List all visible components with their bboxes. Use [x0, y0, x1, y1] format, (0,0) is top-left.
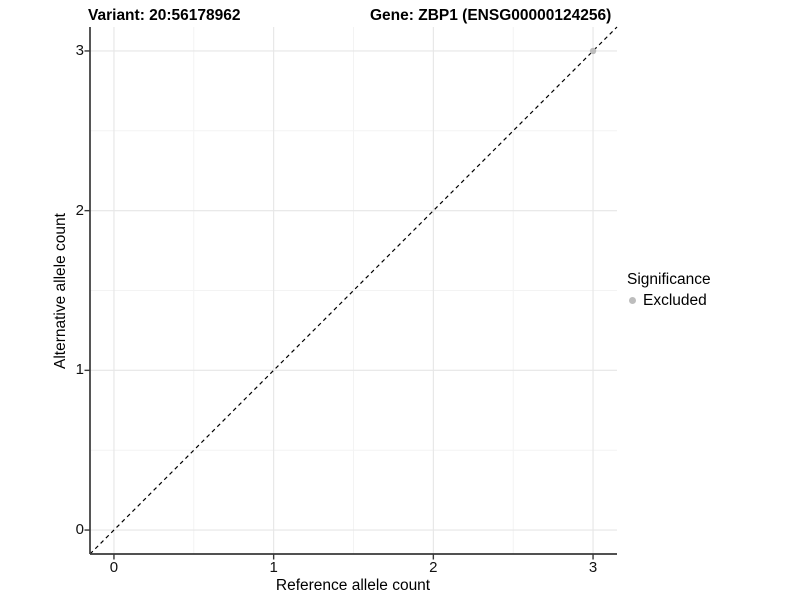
x-tick-label: 2	[429, 559, 438, 576]
x-tick-label: 0	[109, 559, 119, 576]
x-tick-label: 1	[269, 559, 278, 576]
y-tick-label: 3	[75, 41, 84, 59]
y-tick-label: 0	[75, 521, 84, 539]
legend-point-icon	[629, 297, 636, 304]
x-tick-label: 3	[588, 559, 598, 576]
legend-items: Excluded	[627, 291, 711, 310]
y-axis-title: Alternative allele count	[52, 213, 69, 369]
y-tick-label: 2	[75, 201, 84, 219]
plot-title-variant: Variant: 20:56178962	[88, 7, 241, 24]
plot-title-gene: Gene: ZBP1 (ENSG00000124256)	[370, 7, 612, 24]
y-tick-label: 1	[75, 361, 84, 379]
legend-item-label: Excluded	[643, 292, 707, 309]
legend-item-excluded: Excluded	[629, 291, 711, 310]
legend-title: Significance	[627, 271, 711, 288]
x-axis-title: Reference allele count	[275, 577, 431, 594]
data-point-excluded	[589, 47, 597, 55]
legend: Significance Excluded	[627, 270, 711, 310]
